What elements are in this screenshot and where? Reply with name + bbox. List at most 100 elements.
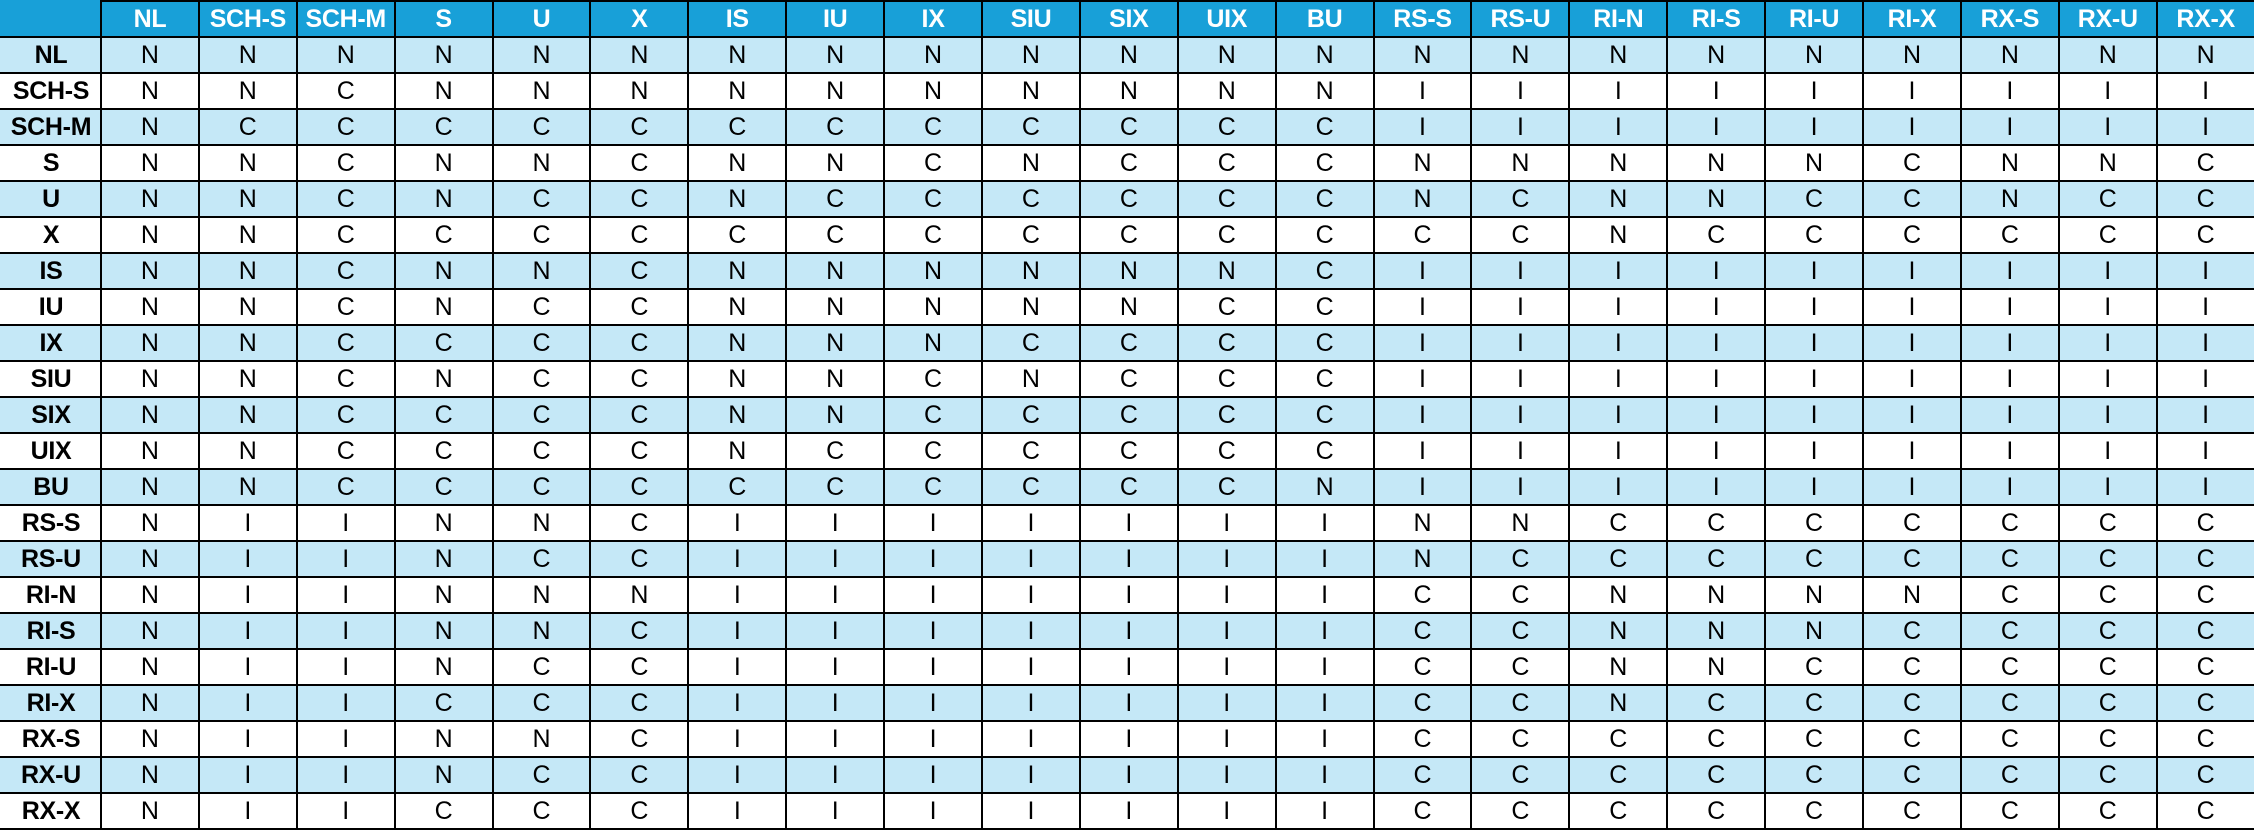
matrix-cell: N	[687, 432, 788, 470]
matrix-cell: I	[1274, 792, 1375, 830]
matrix-cell: C	[589, 360, 690, 398]
row-header-ri-s[interactable]: RI-S	[0, 612, 102, 650]
matrix-cell: N	[393, 72, 494, 110]
matrix-cell: I	[981, 684, 1081, 722]
column-header-rx-x[interactable]: RX-X	[2155, 0, 2254, 38]
matrix-cell: C	[1470, 648, 1571, 686]
matrix-cell: C	[1862, 540, 1962, 578]
row-header-is[interactable]: IS	[0, 252, 102, 290]
matrix-cell: N	[1176, 36, 1277, 74]
matrix-cell: I	[295, 756, 396, 794]
matrix-cell: N	[100, 756, 200, 794]
matrix-cell: I	[687, 504, 788, 542]
column-header-bu[interactable]: BU	[1274, 0, 1375, 38]
matrix-cell: C	[883, 396, 984, 434]
column-header-rx-u[interactable]: RX-U	[2057, 0, 2158, 38]
matrix-cell: I	[1862, 108, 1962, 146]
matrix-cell: I	[197, 684, 298, 722]
matrix-cell: I	[883, 720, 984, 758]
row-header-siu[interactable]: SIU	[0, 360, 102, 398]
matrix-row: RS-U N I I N C C I I I I I I I N C C C C C C C C	[0, 540, 2254, 578]
row-header-bu[interactable]: BU	[0, 468, 102, 506]
row-header-rs-s[interactable]: RS-S	[0, 504, 102, 542]
matrix-cell: I	[2057, 360, 2158, 398]
column-header-rs-u[interactable]: RS-U	[1470, 0, 1571, 38]
matrix-cell: I	[1078, 504, 1179, 542]
row-header-rx-s[interactable]: RX-S	[0, 720, 102, 758]
column-header-sch-s[interactable]: SCH-S	[197, 0, 298, 38]
column-header-six[interactable]: SIX	[1078, 0, 1179, 38]
matrix-cell: N	[1764, 612, 1865, 650]
matrix-cell: I	[1764, 468, 1865, 506]
matrix-cell: N	[491, 36, 592, 74]
matrix-cell: C	[295, 468, 396, 506]
column-header-is[interactable]: IS	[687, 0, 788, 38]
matrix-cell: C	[1372, 576, 1473, 614]
matrix-cell: C	[1764, 216, 1865, 254]
column-header-iu[interactable]: IU	[785, 0, 886, 38]
row-header-sch-s[interactable]: SCH-S	[0, 72, 102, 110]
column-header-s[interactable]: S	[393, 0, 494, 38]
column-header-ri-x[interactable]: RI-X	[1862, 0, 1962, 38]
matrix-cell: N	[2155, 36, 2254, 74]
matrix-cell: C	[981, 468, 1081, 506]
column-header-nl[interactable]: NL	[100, 0, 200, 38]
column-header-rx-s[interactable]: RX-S	[1959, 0, 2060, 38]
column-header-x[interactable]: X	[589, 0, 690, 38]
matrix-cell: N	[981, 360, 1081, 398]
matrix-cell: N	[393, 576, 494, 614]
row-header-rx-u[interactable]: RX-U	[0, 756, 102, 794]
column-header-sch-m[interactable]: SCH-M	[295, 0, 396, 38]
matrix-cell: I	[785, 540, 886, 578]
matrix-cell: N	[1176, 252, 1277, 290]
matrix-cell: I	[785, 648, 886, 686]
column-header-ri-u[interactable]: RI-U	[1764, 0, 1865, 38]
column-header-ri-n[interactable]: RI-N	[1568, 0, 1669, 38]
row-header-ri-n[interactable]: RI-N	[0, 576, 102, 614]
matrix-header: NL SCH-S SCH-M S U X IS IU IX SIU SIX UIX BU RS-S RS-U…	[0, 0, 2254, 38]
matrix-cell: C	[1470, 612, 1571, 650]
matrix-cell: C	[1372, 216, 1473, 254]
row-header-iu[interactable]: IU	[0, 288, 102, 326]
matrix-cell: I	[1568, 396, 1669, 434]
matrix-cell: I	[1372, 324, 1473, 362]
row-header-rs-u[interactable]: RS-U	[0, 540, 102, 578]
row-header-ix[interactable]: IX	[0, 324, 102, 362]
row-header-sch-m[interactable]: SCH-M	[0, 108, 102, 146]
matrix-cell: I	[1372, 252, 1473, 290]
row-header-x[interactable]: X	[0, 216, 102, 254]
row-header-uix[interactable]: UIX	[0, 432, 102, 470]
matrix-cell: N	[100, 396, 200, 434]
matrix-cell: I	[2057, 288, 2158, 326]
matrix-cell: C	[589, 108, 690, 146]
row-header-rx-x[interactable]: RX-X	[0, 792, 102, 830]
matrix-cell: N	[981, 36, 1081, 74]
matrix-cell: C	[1078, 468, 1179, 506]
matrix-cell: I	[687, 684, 788, 722]
row-header-ri-u[interactable]: RI-U	[0, 648, 102, 686]
row-header-ri-x[interactable]: RI-X	[0, 684, 102, 722]
matrix-cell: C	[1372, 756, 1473, 794]
column-header-rs-s[interactable]: RS-S	[1372, 0, 1473, 38]
matrix-cell: I	[1176, 792, 1277, 830]
matrix-cell: C	[589, 180, 690, 218]
matrix-cell: C	[785, 108, 886, 146]
column-header-ix[interactable]: IX	[883, 0, 984, 38]
matrix-cell: N	[100, 180, 200, 218]
row-header-six[interactable]: SIX	[0, 396, 102, 434]
column-header-u[interactable]: U	[491, 0, 592, 38]
column-header-uix[interactable]: UIX	[1176, 0, 1277, 38]
matrix-cell: N	[1568, 576, 1669, 614]
matrix-cell: C	[1764, 540, 1865, 578]
matrix-cell: C	[981, 108, 1081, 146]
matrix-cell: I	[1274, 756, 1375, 794]
column-header-siu[interactable]: SIU	[981, 0, 1081, 38]
matrix-cell: C	[2057, 720, 2158, 758]
matrix-cell: N	[197, 252, 298, 290]
row-header-nl[interactable]: NL	[0, 36, 102, 74]
matrix-cell: I	[1764, 324, 1865, 362]
column-header-ri-s[interactable]: RI-S	[1666, 0, 1767, 38]
row-header-s[interactable]: S	[0, 144, 102, 182]
matrix-cell: N	[1078, 252, 1179, 290]
row-header-u[interactable]: U	[0, 180, 102, 218]
